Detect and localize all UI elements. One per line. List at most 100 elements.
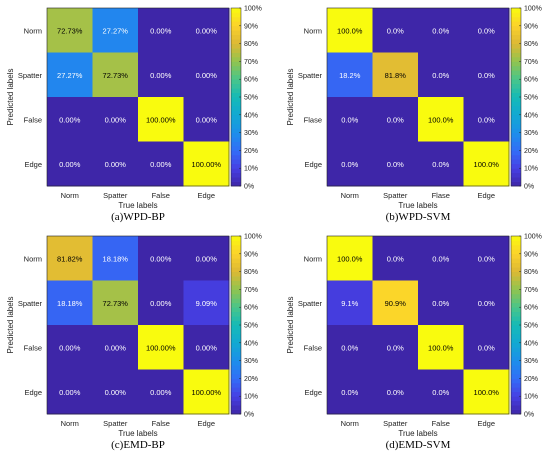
- x-tick-label: Spatter: [383, 419, 408, 428]
- colorbar-segment: [231, 365, 241, 370]
- colorbar-segment: [231, 347, 241, 353]
- x-tick-label: Norm: [341, 191, 359, 200]
- heatmap-cell: [138, 236, 184, 281]
- cell-value-label: 27.27%: [103, 26, 129, 35]
- cell-value-label: 0.0%: [478, 299, 495, 308]
- colorbar-segment: [511, 132, 521, 138]
- x-tick-label: Edge: [197, 419, 215, 428]
- heatmap-panel-2: 81.82% 18.18% 0.00% 0.00% 18.18% 72.73% 0.00% 9…: [6, 234, 262, 452]
- colorbar-segment: [511, 159, 521, 165]
- colorbar: 0% 10% 20% 30% 40% 50% 60% 70% 80% 90% 100%: [510, 6, 542, 191]
- colorbar-segment: [231, 177, 241, 182]
- colorbar-tick-label: 100%: [244, 234, 262, 241]
- colorbar-segment: [231, 74, 241, 80]
- cell-value-label: 0.0%: [478, 71, 495, 80]
- colorbar-segment: [511, 74, 521, 80]
- heatmap-cell: [92, 236, 139, 281]
- colorbar-segment: [231, 30, 241, 36]
- colorbar-tick-label: 80%: [524, 269, 538, 276]
- colorbar-segment: [231, 137, 241, 142]
- cell-value-label: 18.18%: [57, 299, 83, 308]
- cell-value-label: 100.0%: [474, 388, 500, 397]
- colorbar-segment: [231, 119, 241, 125]
- colorbar-segment: [511, 396, 521, 402]
- cell-value-label: 0.0%: [341, 388, 358, 397]
- colorbar-segment: [511, 88, 521, 93]
- heatmap-cell: [138, 280, 184, 326]
- x-tick-label: Spatter: [383, 191, 408, 200]
- colorbar-segment: [231, 61, 241, 67]
- x-tick-label: False: [152, 419, 170, 428]
- colorbar-segment: [231, 262, 241, 268]
- colorbar-segment: [511, 70, 521, 76]
- panel-caption: (d)EMD-SVM: [386, 439, 451, 451]
- cell-value-label: 100.0%: [428, 343, 454, 352]
- heatmap-cell: [372, 369, 419, 415]
- cell-value-label: 100.0%: [337, 254, 363, 263]
- colorbar-segment: [511, 289, 521, 295]
- panel-caption: (b)WPD-SVM: [386, 211, 451, 223]
- cell-value-label: 0.00%: [196, 26, 218, 35]
- colorbar-segment: [231, 316, 241, 321]
- colorbar-segment: [511, 280, 521, 286]
- heatmap-cell: [47, 369, 93, 415]
- heatmap-cell: [47, 97, 93, 142]
- plot-frame: [326, 235, 510, 415]
- colorbar-segment: [231, 284, 241, 290]
- x-tick-label: Norm: [341, 419, 359, 428]
- colorbar-segment: [511, 168, 521, 174]
- y-tick-label: False: [24, 115, 42, 124]
- cell-value-label: 9.1%: [341, 299, 358, 308]
- colorbar-tick-label: 90%: [244, 23, 258, 30]
- cell-value-label: 0.00%: [59, 160, 81, 169]
- heatmap-panel-0: 72.73% 27.27% 0.00% 0.00% 27.27% 72.73% 0.00% 0…: [6, 6, 262, 224]
- colorbar-tick-label: 80%: [524, 41, 538, 48]
- colorbar-segment: [231, 52, 241, 58]
- y-tick-label: Spatter: [298, 299, 323, 308]
- cell-value-label: 18.18%: [103, 254, 129, 263]
- colorbar-segment: [511, 311, 521, 317]
- x-axis-label: True labels: [398, 201, 437, 210]
- heatmap-cell: [183, 280, 230, 326]
- colorbar-segment: [511, 123, 521, 129]
- cell-value-label: 0.0%: [478, 26, 495, 35]
- cell-value-label: 0.0%: [432, 71, 449, 80]
- y-tick-label: Edge: [304, 388, 322, 397]
- x-axis-label: True labels: [398, 429, 437, 438]
- colorbar-tick-label: 40%: [524, 112, 538, 119]
- x-tick-label: Norm: [61, 419, 79, 428]
- colorbar-segment: [231, 320, 241, 326]
- colorbar-segment: [231, 302, 241, 308]
- cell-value-label: 0.0%: [432, 26, 449, 35]
- heatmap-cell: [418, 280, 464, 326]
- heatmap-cell: [463, 369, 510, 415]
- colorbar-segment: [231, 88, 241, 93]
- colorbar-segment: [231, 168, 241, 174]
- colorbar-segment: [231, 267, 241, 272]
- cell-value-label: 18.2%: [339, 71, 361, 80]
- colorbar-segment: [231, 132, 241, 138]
- colorbar-segment: [231, 409, 241, 415]
- heatmap-cell: [463, 280, 510, 326]
- heatmap-cell: [183, 8, 230, 53]
- colorbar-segment: [511, 141, 521, 147]
- heatmap-cell: [92, 52, 139, 98]
- colorbar-segment: [511, 302, 521, 308]
- cell-value-label: 0.0%: [432, 160, 449, 169]
- colorbar-tick-label: 10%: [244, 394, 258, 401]
- colorbar-segment: [231, 298, 241, 304]
- cell-value-label: 0.00%: [196, 115, 218, 124]
- y-tick-label: Norm: [24, 254, 42, 263]
- colorbar-segment: [231, 79, 241, 85]
- cell-value-label: 0.0%: [387, 115, 404, 124]
- x-tick-label: Edge: [197, 191, 215, 200]
- colorbar-tick-label: 60%: [524, 77, 538, 84]
- colorbar-tick-label: 30%: [524, 358, 538, 365]
- y-tick-label: Edge: [304, 160, 322, 169]
- colorbar-segment: [511, 39, 521, 44]
- x-tick-label: Spatter: [103, 191, 128, 200]
- colorbar-segment: [231, 8, 241, 13]
- colorbar-segment: [231, 271, 241, 277]
- panel-caption: (a)WPD-BP: [111, 211, 165, 223]
- y-tick-label: Norm: [24, 26, 42, 35]
